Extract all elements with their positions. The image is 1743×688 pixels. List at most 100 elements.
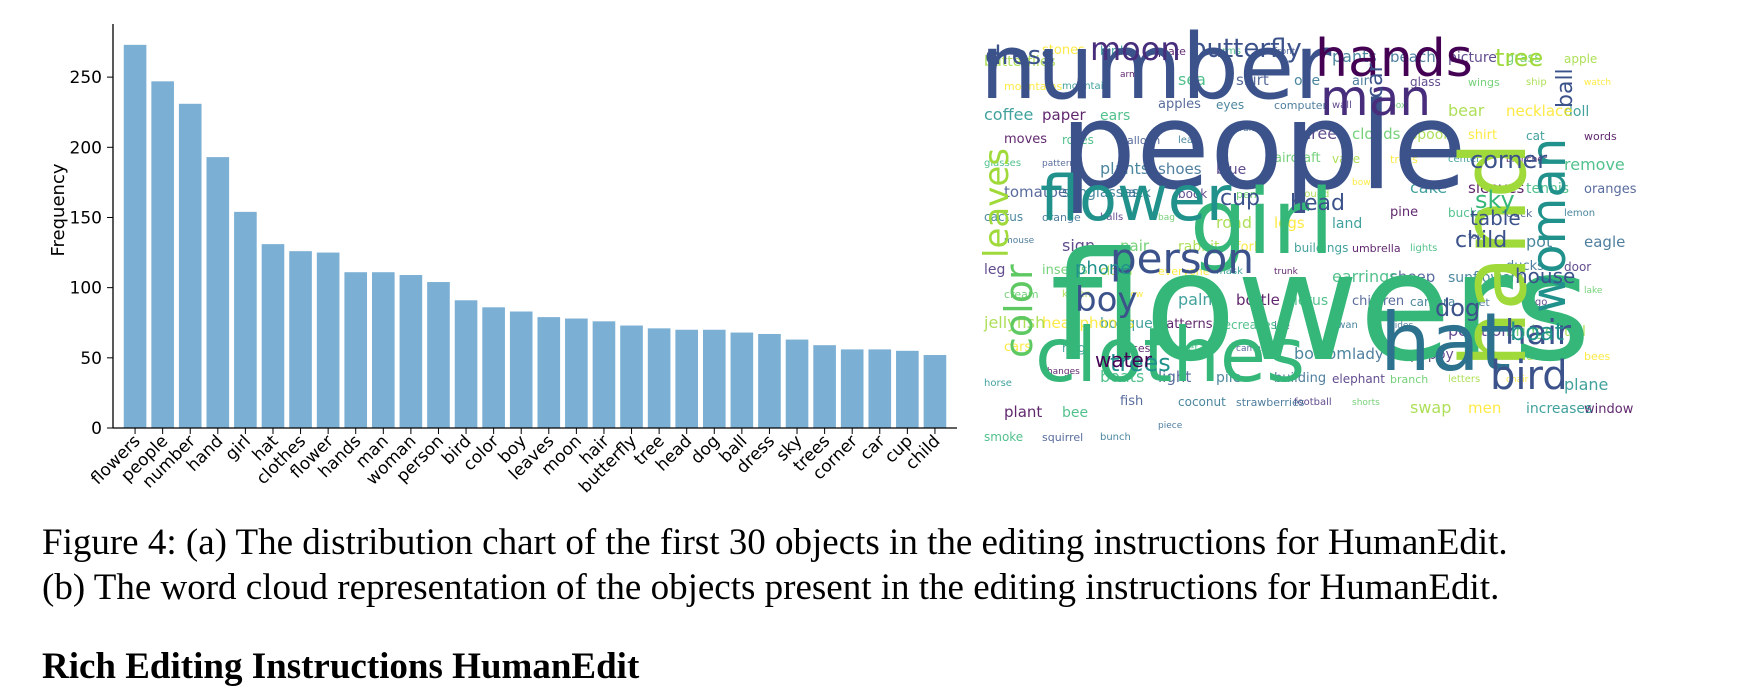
bar-flowers [123,44,147,429]
cloud-word: apples [1158,97,1201,112]
bar-man [371,272,395,428]
cloud-word: mountain [1062,81,1110,92]
cloud-word: mask [1216,266,1243,277]
cloud-word: boat [1510,318,1565,346]
cloud-word: grass [1506,51,1542,66]
cloud-word: sky [1475,186,1515,214]
cloud-word: bouquet [1100,316,1159,332]
cloud-word: piece [1158,421,1183,431]
cloud-word: coconut [1178,395,1226,409]
cloud-word: lights [1410,243,1438,254]
cloud-word: palm [1178,290,1218,309]
bar-dress [758,333,781,428]
cloud-word: shirt [1468,128,1498,143]
cloud-word: person [1110,234,1254,283]
bar-ball [730,332,754,428]
cloud-word: snow [1120,290,1144,300]
cloud-word: center [1448,154,1481,165]
cloud-word: everyone [1158,265,1210,278]
bar-woman [399,275,423,428]
cloud-word: patterns [1158,317,1213,332]
cloud-word: pen [1236,188,1257,201]
cloud-word: balls [1100,212,1124,223]
cloud-word: light [1158,368,1192,386]
cloud-word: oranges [1584,182,1637,197]
bar-chart: flowerspeoplenumberhandgirlhatclothesflo… [48,24,957,497]
bar-girl [234,211,257,428]
cloud-word: moves [1004,132,1048,147]
cloud-word: tennis [1526,181,1570,197]
cloud-word: paper [1042,106,1086,124]
cloud-word: flowers [1050,221,1592,395]
cloud-word: umbrella [1352,242,1401,255]
cloud-word: sides [1390,321,1414,331]
cloud-word: buildings [1294,241,1349,255]
cloud-word: bag [1158,213,1175,223]
cloud-word: swan [1332,320,1358,331]
bar-butterfly [620,325,643,428]
bar-number [178,103,202,428]
y-tick-label: 250 [70,68,102,88]
cloud-word: sign [1062,236,1096,255]
cloud-word: balloon [1120,134,1161,147]
cloud-word: duck [1506,207,1533,220]
cloud-word: legs [1274,214,1305,232]
y-tick-label: 50 [80,349,102,369]
cloud-word: mountains [1004,80,1063,93]
cloud-word: toy [1468,232,1483,242]
cloud-word: back [1120,186,1151,201]
bar-clothes [289,251,312,428]
cloud-word: tree [1495,44,1544,72]
cloud-word: ship [1526,77,1547,88]
x-tick-label: car [856,431,889,464]
cloud-word: bottom [1294,344,1352,363]
cloud-word: elephant [1332,372,1385,386]
cloud-word: children [1352,294,1405,309]
cloud-word: head [1290,191,1345,216]
bar-corner [840,349,864,428]
cloud-word: beach [1390,48,1436,66]
cloud-word: front [1274,47,1296,57]
cloud-word: leaves [980,148,1017,258]
cloud-word: glasses [984,158,1022,169]
bar-leaves [537,317,561,428]
bar-trees [813,345,836,428]
cloud-word: boats [1100,367,1145,386]
cloud-word: mouse [1004,236,1035,246]
word-cloud: piece bunch squirrel smoke window increases me… [980,28,1640,478]
cloud-word: vase [1332,152,1361,166]
cloud-word: computer [1274,99,1328,112]
cloud-word: dog [1435,294,1481,322]
cloud-word: tomatoes [1004,183,1075,201]
cloud-word: sunflowers [1448,270,1524,286]
cloud-word: birds [1100,44,1130,58]
cloud-word: stones [1042,43,1085,58]
cloud-word: roses [1062,133,1094,147]
x-tick-label: girl [222,431,255,464]
cloud-word: plane [1564,375,1609,394]
cloud-word: sea [1178,70,1206,89]
cloud-word: child [1455,228,1508,253]
bars-group [123,44,947,429]
cloud-word: spoon [1410,127,1453,143]
cloud-word: branch [1390,373,1429,386]
cloud-word: earrings [1332,267,1398,286]
cloud-word: butterflies [984,54,1056,70]
cloud-word: orange [1042,211,1081,224]
cloud-word: lady [1352,345,1384,363]
cloud-word: boy [1075,280,1138,320]
cloud-word: window [1584,402,1634,417]
y-axis-label: Frequency [48,163,69,256]
cloud-word: corner [1470,146,1548,174]
bar-hat [261,244,285,428]
cloud-word: football [1294,397,1332,408]
cloud-word: camera [1410,295,1456,309]
cloud-word: car [1363,63,1388,98]
cloud-word: doll [1564,104,1590,120]
cloud-word: arm [1120,70,1138,80]
cloud-word: cars [1004,340,1032,355]
cloud-word: remove [1564,155,1625,174]
cloud-word: house [1515,264,1576,288]
cloud-word: ball [1553,68,1578,108]
cloud-word: bunch [1100,432,1131,443]
